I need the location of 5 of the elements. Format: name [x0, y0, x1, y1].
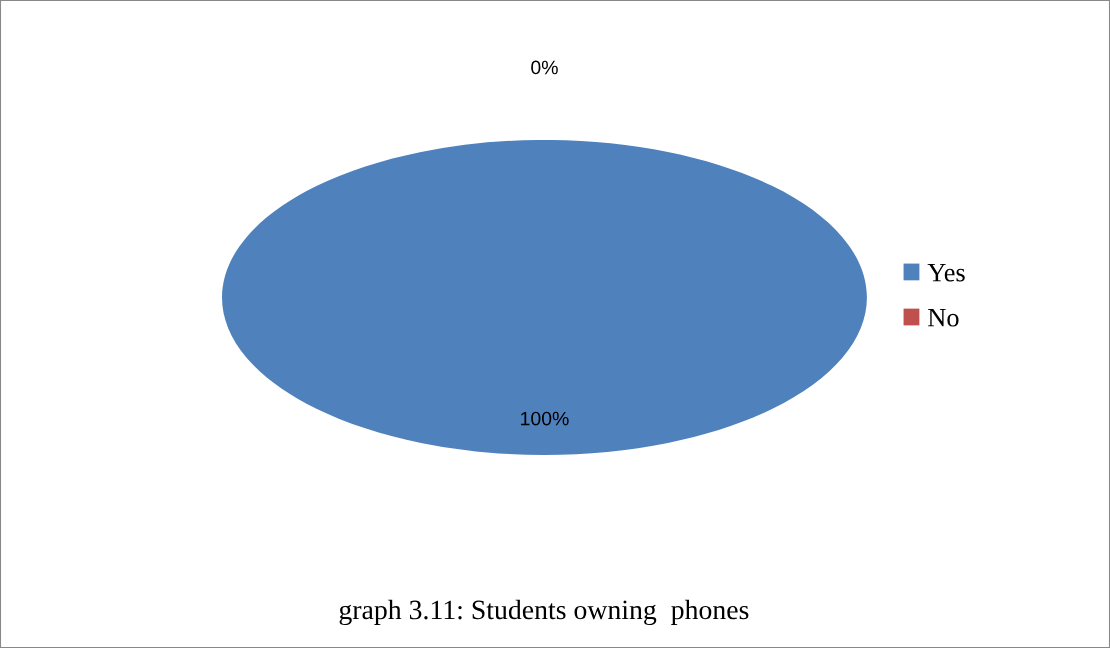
- legend-label: Yes: [927, 263, 965, 282]
- data-label: 100%: [521, 411, 569, 426]
- text: 0%: [531, 60, 558, 75]
- legend-label: No: [928, 309, 959, 327]
- caption: graph 3.11: Students owning phones: [339, 599, 749, 625]
